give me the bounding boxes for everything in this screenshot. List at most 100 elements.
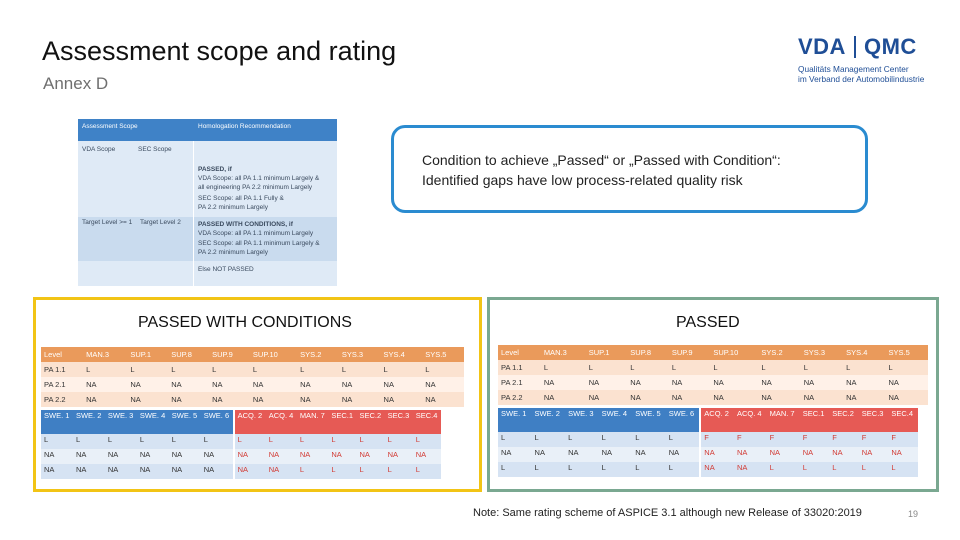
table-cell: NA (41, 464, 73, 479)
table-cell: ACQ. 2 (234, 410, 266, 434)
table-cell: NA (72, 464, 105, 479)
table-cell: NA (758, 390, 801, 405)
table-cell: NA (249, 392, 298, 407)
logo-qmc-text: QMC (863, 34, 917, 59)
passed-panel: PASSED Level MAN.3 SUP.1 SUP.8 SUP.9 SUP… (487, 297, 939, 492)
table-header-row: SWE. 1 SWE. 2 SWE. 3 SWE. 4 SWE. 5 SWE. … (41, 410, 441, 434)
table-cell: L (843, 360, 886, 375)
table-cell: L (380, 362, 423, 377)
table-cell: SWE. 5 (168, 410, 201, 434)
table-cell: NA (168, 449, 201, 464)
table-cell: L (766, 462, 800, 477)
homol-row-7: VDA Scope: all PA 1.1 minimum Largely (198, 230, 314, 237)
table-cell: NA (540, 390, 586, 405)
homol-row-6: PASSED WITH CONDITIONS, if (198, 221, 293, 228)
panel-title-passed-with-conditions: PASSED WITH CONDITIONS (138, 314, 352, 331)
table-cell: NA (265, 449, 297, 464)
table-cell: NA (422, 377, 464, 392)
table-header-row: SWE. 1 SWE. 2 SWE. 3 SWE. 4 SWE. 5 SWE. … (498, 408, 918, 432)
table-cell: L (136, 434, 169, 449)
table-cell: L (356, 464, 385, 479)
column-divider (193, 141, 194, 286)
table-cell: NA (710, 390, 759, 405)
table-cell: ACQ. 4 (265, 410, 297, 434)
table-cell: L (565, 432, 599, 447)
table-cell: L (83, 362, 128, 377)
table-cell: L (200, 434, 233, 449)
table-cell: MAN. 7 (766, 408, 800, 432)
table-cell: MAN.3 (540, 345, 586, 360)
homol-row-10: Else NOT PASSED (198, 266, 254, 273)
logo-line-1: Qualitäts Management Center (798, 64, 909, 74)
table-cell: L (168, 362, 210, 377)
table-row: PA 2.2 NA NA NA NA NA NA NA NA NA (41, 392, 464, 407)
table-cell: NA (885, 375, 928, 390)
table-cell: PA 1.1 (498, 360, 541, 375)
table-cell: NA (127, 392, 169, 407)
table-cell: MAN. 7 (296, 410, 329, 434)
table-cell: NA (41, 449, 73, 464)
table-cell: NA (296, 449, 329, 464)
table-cell: NA (412, 449, 441, 464)
table-cell: L (422, 362, 464, 377)
table-cell: L (885, 360, 928, 375)
homol-row-8: SEC Scope: all PA 1.1 minimum Largely & (198, 240, 320, 247)
table-cell: MAN.3 (83, 347, 128, 362)
table-cell: NA (380, 392, 423, 407)
homologation-header: Assessment Scope Homologation Recommenda… (78, 119, 337, 141)
homol-row-5: PA 2.2 minimum Largely (198, 204, 268, 211)
logo-separator (853, 36, 856, 58)
table-cell: L (328, 434, 357, 449)
table-cell: F (799, 432, 830, 447)
table-row: L L L L L L NA NA L L L L L (498, 462, 918, 477)
homol-row-9: PA 2.2 minimum Largely (198, 249, 268, 256)
table-cell: NA (72, 449, 105, 464)
table-cell: NA (200, 464, 233, 479)
table-cell: L (565, 462, 599, 477)
table-cell: L (384, 464, 413, 479)
table-cell: L (585, 360, 628, 375)
table-cell: L (799, 462, 830, 477)
page-number: 19 (908, 509, 919, 519)
table-cell: F (829, 432, 859, 447)
footnote: Note: Same rating scheme of ASPICE 3.1 a… (473, 507, 862, 519)
table-cell: L (531, 432, 566, 447)
homol-row-4: SEC Scope: all PA 1.1 Fully & (198, 195, 284, 202)
table-cell: L (412, 464, 441, 479)
table-cell: L (168, 434, 201, 449)
page-title: Assessment scope and rating (42, 36, 397, 66)
homologation-table: Assessment Scope Homologation Recommenda… (78, 119, 337, 286)
table-cell: NA (627, 375, 669, 390)
table-cell: F (888, 432, 918, 447)
table-cell: NA (328, 449, 357, 464)
table-cell: SUP.8 (627, 345, 669, 360)
table-cell: SUP.10 (710, 345, 759, 360)
table-cell: NA (168, 464, 201, 479)
table-cell: L (127, 362, 169, 377)
table-cell: SYS.4 (380, 347, 423, 362)
table-cell: SYS.5 (422, 347, 464, 362)
passed-with-conditions-panel: PASSED WITH CONDITIONS Level MAN.3 SUP.1… (33, 297, 482, 492)
table-separator (699, 408, 702, 432)
table-separator (699, 447, 702, 462)
table-cell: NA (531, 447, 566, 462)
table-cell: L (800, 360, 844, 375)
table-cell: PA 2.2 (41, 392, 84, 407)
table-cell: L (665, 462, 700, 477)
table-cell: SWE. 3 (565, 408, 599, 432)
table-cell: SEC.1 (328, 410, 357, 434)
table-cell: NA (829, 447, 859, 462)
table-cell: NA (168, 392, 210, 407)
table-cell: SWE. 2 (531, 408, 566, 432)
table-cell: SUP.9 (209, 347, 250, 362)
table-cell: NA (632, 447, 666, 462)
table-cell: SUP.10 (249, 347, 298, 362)
table-cell: NA (888, 447, 918, 462)
header-assessment-scope: Assessment Scope (82, 123, 138, 130)
condition-callout: Condition to achieve „Passed“ or „Passed… (391, 125, 868, 213)
table-cell: NA (733, 462, 767, 477)
table-cell: F (766, 432, 800, 447)
table-cell: NA (701, 462, 734, 477)
sub-header-sec: SEC Scope (138, 146, 172, 153)
table-cell: NA (858, 447, 889, 462)
